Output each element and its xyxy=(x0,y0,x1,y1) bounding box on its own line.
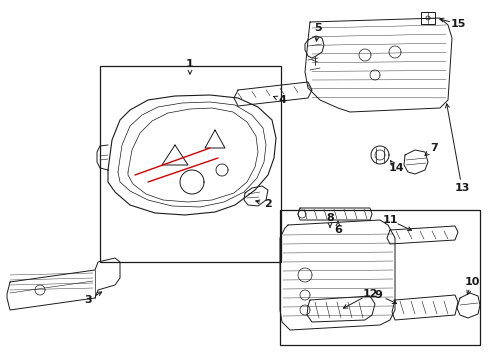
Text: 10: 10 xyxy=(464,277,479,287)
Text: 12: 12 xyxy=(362,289,377,299)
Text: 3: 3 xyxy=(84,295,92,305)
Text: 1: 1 xyxy=(186,59,193,69)
Text: 5: 5 xyxy=(314,23,321,33)
Text: 6: 6 xyxy=(333,225,341,235)
Bar xyxy=(420,12,434,24)
Text: 15: 15 xyxy=(449,19,465,29)
Text: 2: 2 xyxy=(264,199,271,209)
Text: 11: 11 xyxy=(382,215,397,225)
Text: 9: 9 xyxy=(373,290,381,300)
Bar xyxy=(280,210,479,345)
Bar xyxy=(100,66,281,262)
Text: 4: 4 xyxy=(278,95,285,105)
Text: 7: 7 xyxy=(429,143,437,153)
Text: 8: 8 xyxy=(325,213,333,223)
Text: 13: 13 xyxy=(453,183,469,193)
Text: 14: 14 xyxy=(387,163,403,173)
